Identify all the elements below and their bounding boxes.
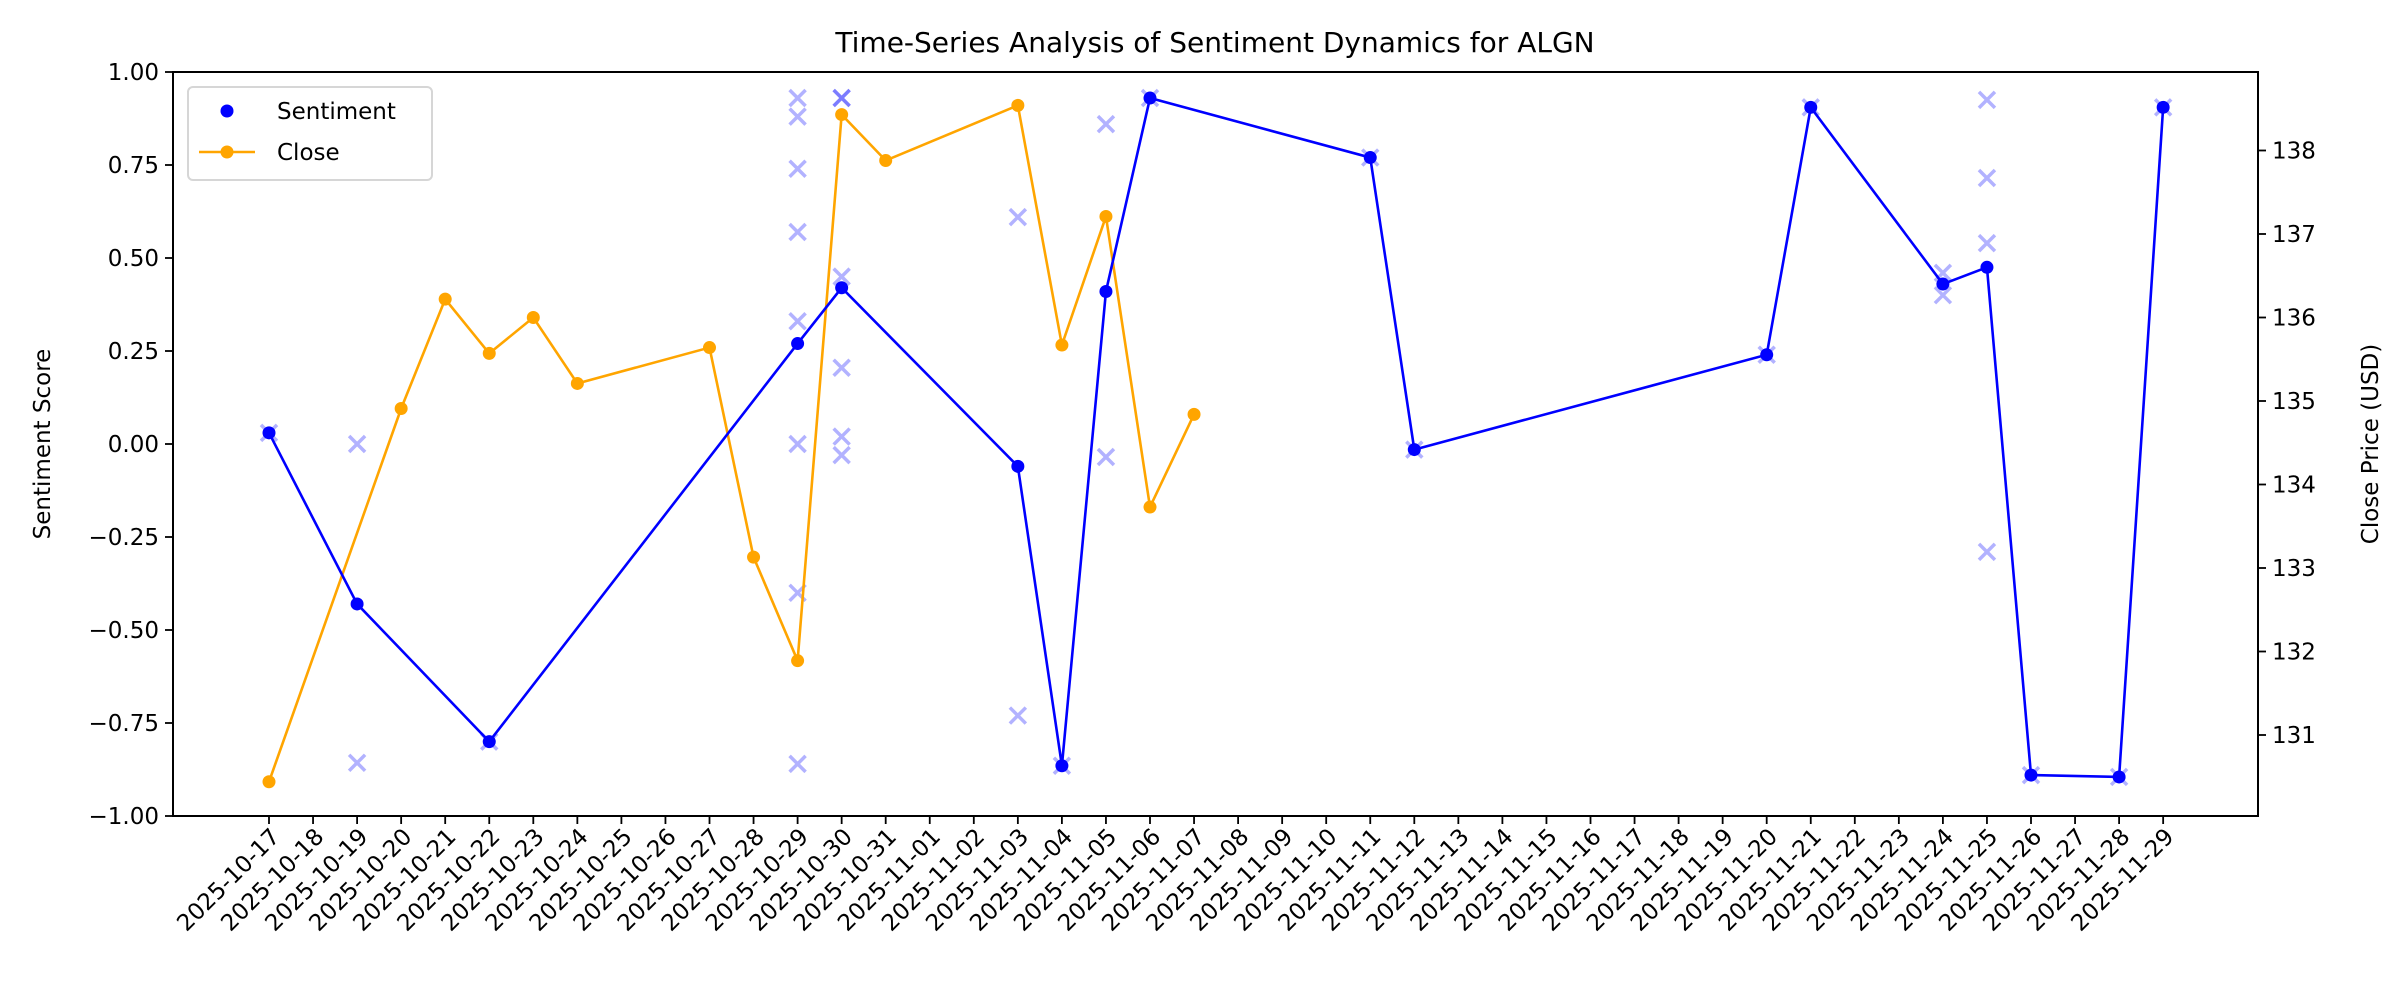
sentiment-point bbox=[1407, 443, 1421, 457]
sentiment-point bbox=[1804, 100, 1818, 114]
x-marker bbox=[1977, 90, 1997, 110]
x-marker bbox=[347, 753, 367, 773]
close-point bbox=[835, 108, 849, 122]
sentiment-point bbox=[1055, 759, 1069, 773]
x-marker bbox=[832, 88, 851, 108]
y-tick-label: −0.25 bbox=[89, 525, 159, 551]
close-point bbox=[791, 654, 805, 668]
x-marker bbox=[832, 88, 851, 108]
sentiment-point bbox=[2156, 100, 2170, 114]
y-axis-label: Sentiment Score bbox=[30, 349, 56, 540]
y2-tick-label: 137 bbox=[2272, 222, 2316, 248]
x-marker bbox=[788, 222, 807, 242]
close-series bbox=[262, 98, 1201, 789]
sentiment-series bbox=[262, 91, 2170, 784]
legend-close-label: Close bbox=[277, 140, 340, 166]
close-line bbox=[267, 103, 1196, 783]
individual-sentiment-markers bbox=[259, 88, 2173, 787]
x-marker bbox=[1008, 207, 1028, 227]
sentiment-point bbox=[791, 337, 805, 351]
sentiment-point bbox=[1980, 260, 1994, 274]
y-tick-label: 1.00 bbox=[108, 60, 159, 86]
x-marker bbox=[788, 312, 807, 331]
x-marker bbox=[1096, 447, 1116, 467]
close-point bbox=[570, 376, 584, 390]
legend-sentiment-dot-icon bbox=[220, 104, 234, 118]
close-point bbox=[747, 550, 761, 564]
axes: 1.00 0.75 0.50 0.25 0.00 −0.25 −0.50 −0.75 −1.00… bbox=[89, 60, 2316, 937]
sentiment-point bbox=[2024, 768, 2038, 782]
sentiment-point bbox=[1011, 459, 1025, 473]
x-marker bbox=[832, 358, 851, 377]
sentiment-point bbox=[1760, 348, 1774, 362]
x-marker bbox=[1977, 542, 1997, 562]
close-point bbox=[1099, 209, 1113, 223]
chart-title: Time-Series Analysis of Sentiment Dynami… bbox=[834, 26, 1594, 59]
y2-tick-label: 133 bbox=[2272, 556, 2316, 582]
close-point bbox=[262, 775, 276, 789]
y2-axis-label: Close Price (USD) bbox=[2358, 344, 2384, 544]
sentiment-point bbox=[1363, 151, 1377, 165]
y-tick-label: −0.50 bbox=[89, 618, 159, 644]
x-marker bbox=[788, 754, 807, 774]
close-point bbox=[1187, 407, 1201, 421]
plot-frame bbox=[172, 71, 2259, 817]
close-point bbox=[438, 292, 452, 306]
x-marker bbox=[788, 88, 807, 108]
x-marker bbox=[788, 434, 807, 454]
legend-sentiment-label: Sentiment bbox=[277, 99, 396, 125]
x-marker bbox=[1977, 233, 1997, 253]
y2-tick-label: 135 bbox=[2272, 389, 2316, 415]
close-point bbox=[1055, 338, 1069, 352]
close-point bbox=[526, 310, 540, 324]
close-point bbox=[1011, 98, 1025, 112]
sentiment-point bbox=[1099, 284, 1113, 298]
y-tick-label: 0.25 bbox=[108, 339, 159, 365]
legend: Sentiment Close bbox=[187, 86, 433, 181]
sentiment-line bbox=[267, 96, 2165, 779]
y2-tick-label: 132 bbox=[2272, 640, 2316, 666]
sentiment-point bbox=[262, 426, 276, 440]
close-point bbox=[1143, 500, 1157, 514]
sentiment-point bbox=[350, 597, 364, 611]
close-point bbox=[482, 346, 496, 360]
y-tick-label: 0.00 bbox=[108, 432, 159, 458]
x-marker bbox=[788, 159, 807, 178]
y-tick-label: −0.75 bbox=[89, 711, 159, 737]
close-point bbox=[879, 154, 893, 168]
sentiment-point bbox=[835, 281, 849, 295]
y-tick-label: −1.00 bbox=[89, 804, 159, 830]
close-point bbox=[394, 402, 408, 416]
y2-tick-label: 131 bbox=[2272, 723, 2316, 749]
legend-close-dot-icon bbox=[220, 145, 234, 159]
y-tick-label: 0.50 bbox=[108, 246, 159, 272]
y2-tick-label: 138 bbox=[2272, 138, 2316, 164]
y2-tick-label: 134 bbox=[2272, 472, 2316, 498]
x-marker bbox=[832, 427, 851, 446]
y2-tick-label: 136 bbox=[2272, 305, 2316, 331]
x-marker bbox=[1008, 706, 1028, 725]
sentiment-point bbox=[1143, 91, 1157, 105]
y-tick-label: 0.75 bbox=[108, 153, 159, 179]
x-marker bbox=[1933, 285, 1953, 305]
x-marker bbox=[832, 445, 851, 465]
x-marker bbox=[347, 434, 367, 454]
x-marker bbox=[1977, 168, 1997, 188]
legend-box bbox=[187, 86, 433, 181]
x-marker bbox=[788, 107, 807, 126]
sentiment-point bbox=[482, 735, 496, 749]
close-point bbox=[703, 341, 716, 355]
x-marker bbox=[832, 267, 851, 286]
x-marker bbox=[1096, 114, 1116, 134]
sentiment-point bbox=[1936, 277, 1950, 291]
sentiment-point bbox=[2112, 770, 2126, 784]
